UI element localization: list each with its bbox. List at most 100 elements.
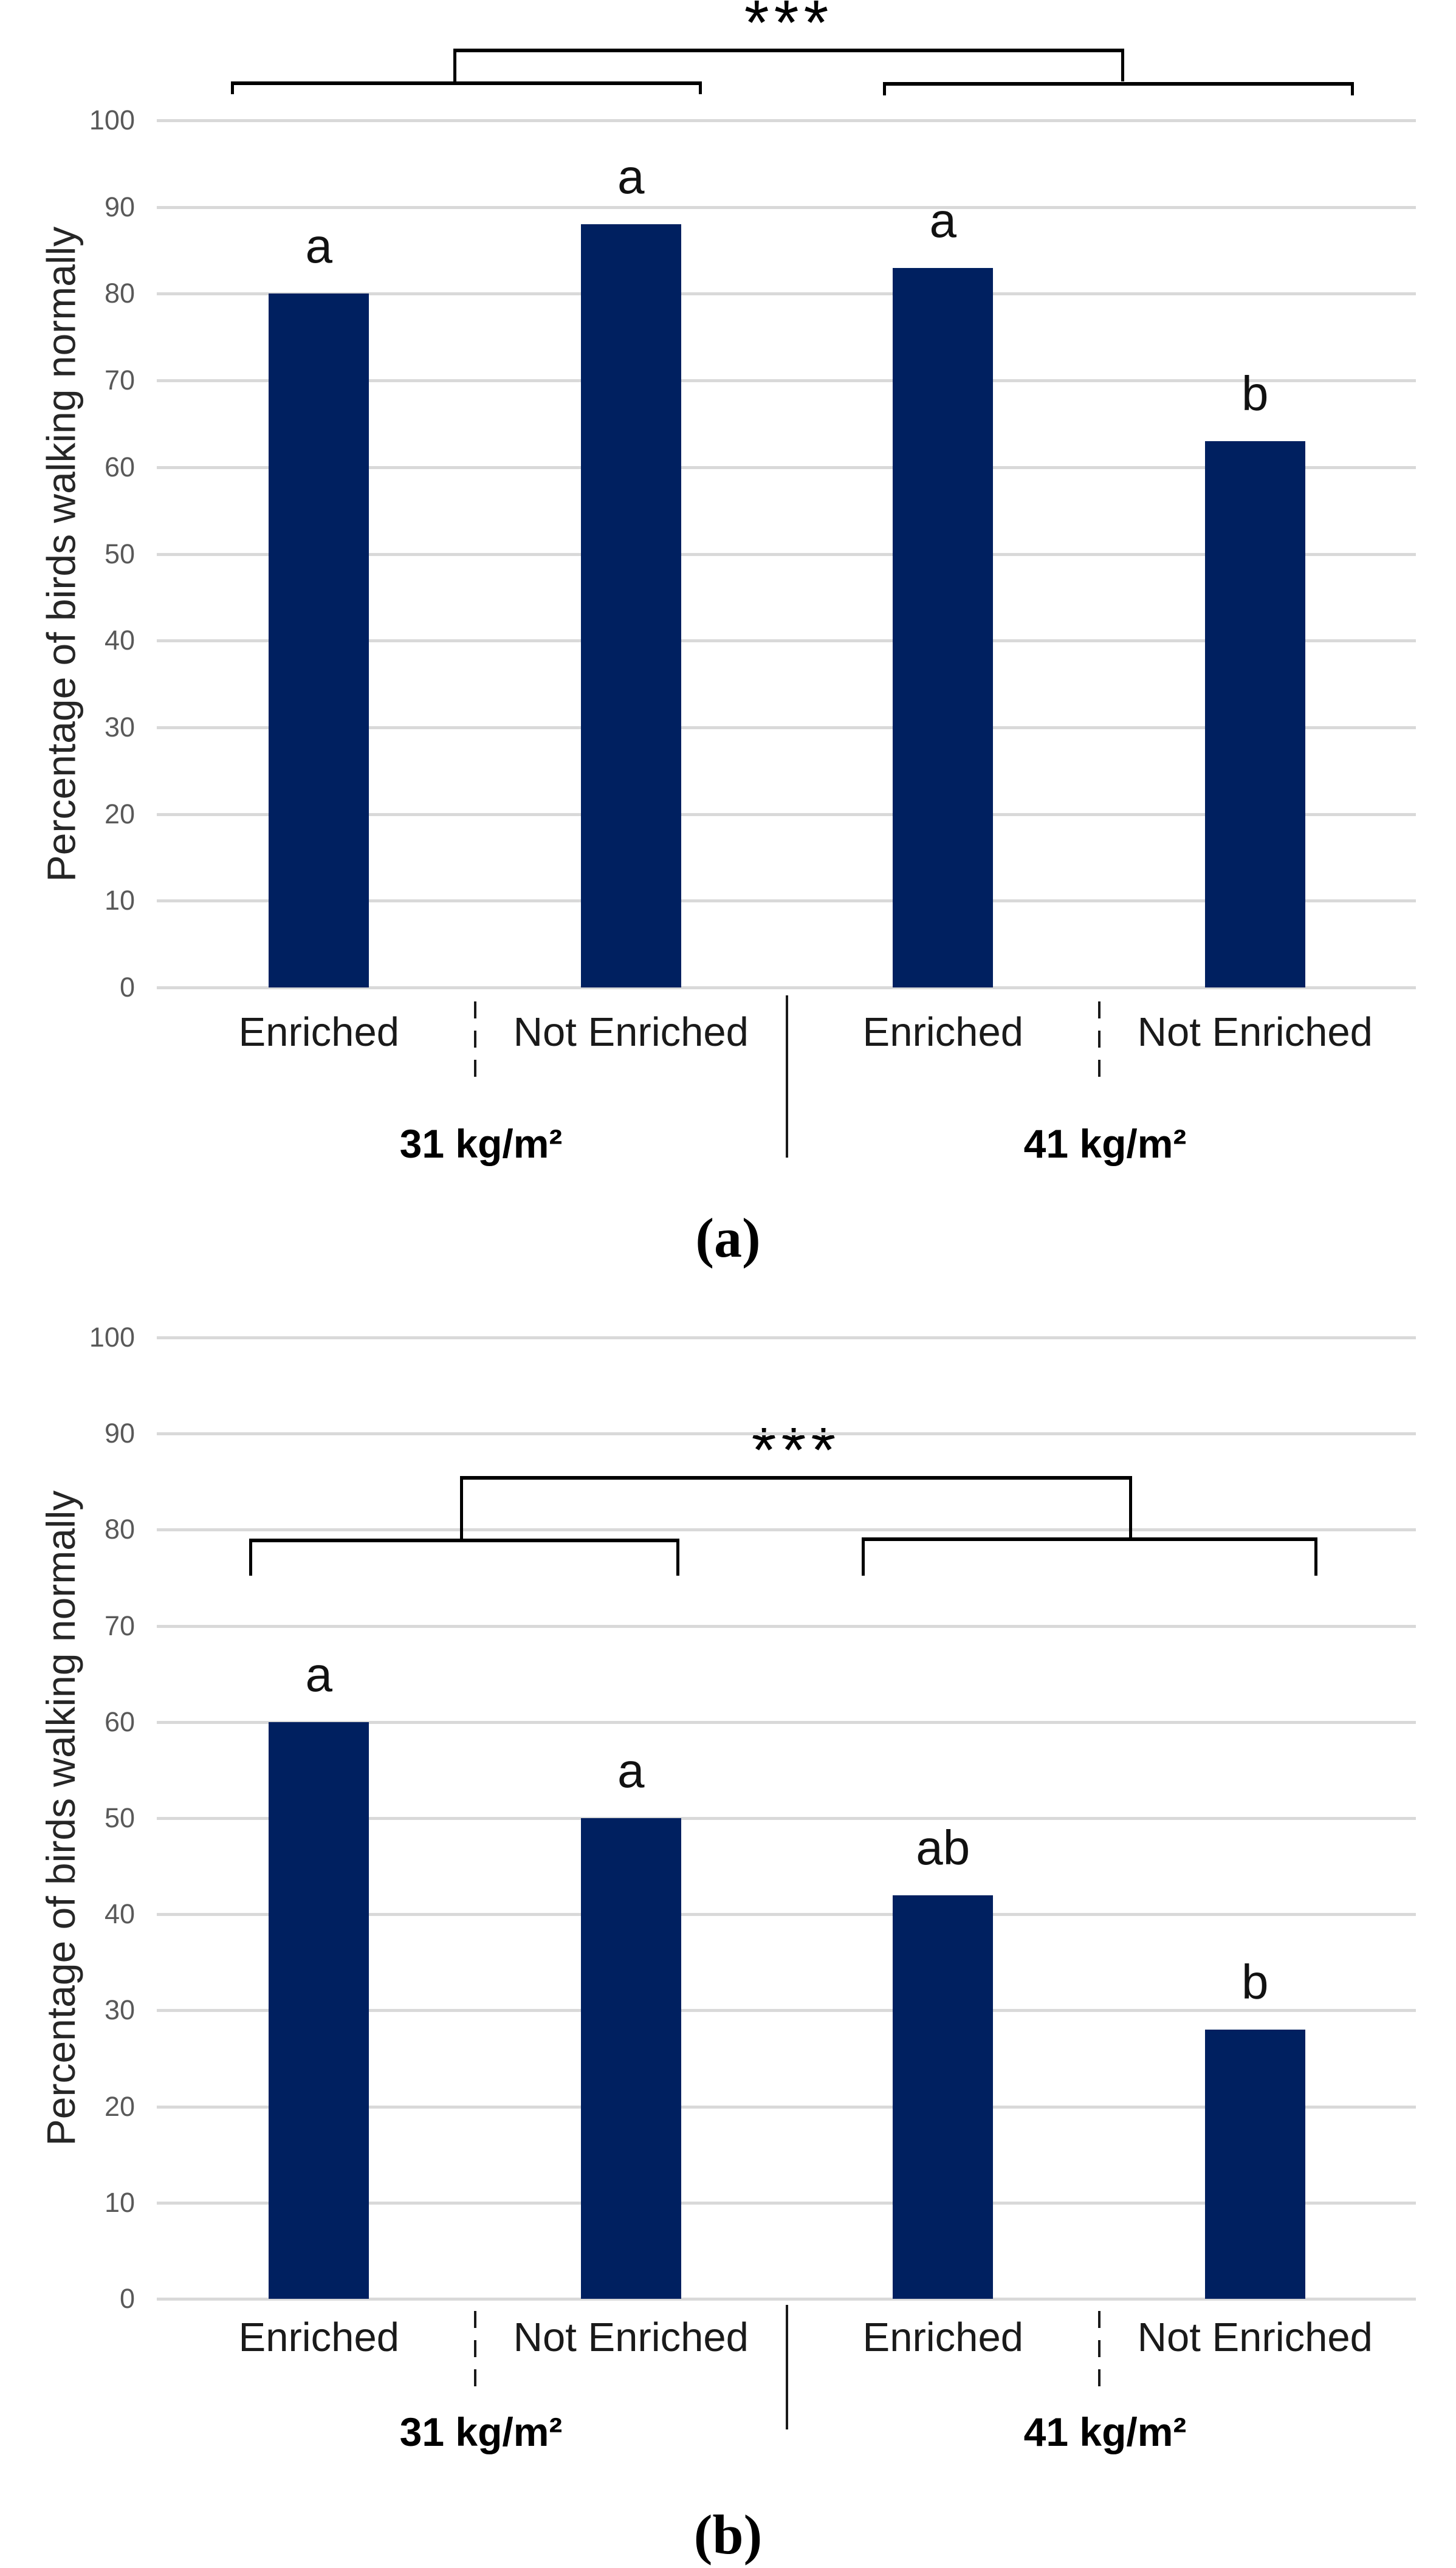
- gridline-20: [157, 2105, 1416, 2109]
- y-tick-label-10: 10: [104, 885, 135, 916]
- gridline-80: [157, 292, 1416, 296]
- comparison-bracket-bar: [453, 48, 1125, 52]
- significance-letter-2: ab: [916, 1820, 970, 1875]
- significance-letter-1: a: [617, 149, 645, 204]
- significance-letter-2: a: [929, 193, 957, 247]
- category-label-3: Not Enriched: [1137, 1009, 1373, 1055]
- gridline-90: [157, 205, 1416, 209]
- gridline-30: [157, 2009, 1416, 2013]
- group-bracket-1-bar: [883, 82, 1355, 86]
- category-label-3: Not Enriched: [1137, 2315, 1373, 2360]
- gridline-60: [157, 1720, 1416, 1724]
- significance-letter-3: b: [1241, 366, 1269, 421]
- bar-not-enriched-1: [580, 224, 681, 987]
- significance-letter-0: a: [305, 219, 333, 273]
- y-tick-label-60: 60: [104, 451, 135, 482]
- y-tick-label-20: 20: [104, 798, 135, 829]
- group-bracket-0-bar: [249, 1538, 679, 1542]
- group-bracket-0-right-tick: [676, 1538, 679, 1576]
- bar-not-enriched-3: [1204, 441, 1305, 987]
- group-bracket-1-left-tick: [862, 1537, 865, 1576]
- group-bracket-1-left-tick: [883, 82, 887, 95]
- group-bracket-1-bar: [862, 1537, 1317, 1542]
- significance-stars: ***: [744, 0, 834, 58]
- group-bracket-0-left-tick: [230, 81, 234, 95]
- gridline-80: [157, 1528, 1416, 1532]
- gridline-10: [157, 899, 1416, 903]
- y-tick-label-0: 0: [119, 972, 135, 1003]
- group-bracket-1-right-tick: [1314, 1537, 1317, 1576]
- gridline-10: [157, 2201, 1416, 2205]
- group-label: 31 kg/m²: [399, 2409, 563, 2454]
- group-bracket-0-right-tick: [698, 81, 702, 95]
- bar-enriched-0: [269, 1722, 369, 2299]
- significance-letter-1: a: [617, 1743, 645, 1797]
- y-axis-title: Percentage of birds walking normally: [38, 1490, 83, 2146]
- y-tick-label-70: 70: [104, 1610, 135, 1641]
- dashed-separator: [473, 2311, 476, 2388]
- gridline-50: [157, 1817, 1416, 1820]
- gridline-50: [157, 552, 1416, 556]
- bar-enriched-2: [893, 267, 994, 987]
- y-tick-label-30: 30: [104, 711, 135, 743]
- significance-stars: ***: [751, 1414, 841, 1486]
- category-label-1: Not Enriched: [513, 2315, 749, 2360]
- group-bracket-0-bar: [230, 81, 702, 85]
- y-tick-label-70: 70: [104, 365, 135, 396]
- gridline-70: [157, 1624, 1416, 1628]
- y-tick-label-40: 40: [104, 1898, 135, 1930]
- bar-enriched-0: [269, 294, 369, 987]
- category-label-2: Enriched: [862, 1009, 1023, 1055]
- gridline-60: [157, 465, 1416, 469]
- y-tick-label-40: 40: [104, 625, 135, 656]
- gridline-20: [157, 812, 1416, 816]
- y-tick-label-80: 80: [104, 278, 135, 309]
- y-tick-label-90: 90: [104, 191, 135, 222]
- gridline-0: [157, 986, 1416, 989]
- group-label: 41 kg/m²: [1023, 2409, 1187, 2454]
- panel-caption: (a): [695, 1207, 761, 1269]
- bar-enriched-2: [893, 1895, 994, 2299]
- gridline-100: [157, 1336, 1416, 1339]
- gridline-30: [157, 726, 1416, 729]
- y-tick-label-20: 20: [104, 2090, 135, 2122]
- y-tick-label-90: 90: [104, 1418, 135, 1449]
- group-divider-line: [786, 2305, 788, 2429]
- bar-not-enriched-1: [580, 1818, 681, 2299]
- y-tick-label-10: 10: [104, 2186, 135, 2218]
- category-label-1: Not Enriched: [513, 1009, 749, 1055]
- y-tick-label-100: 100: [89, 1322, 135, 1353]
- gridline-100: [157, 119, 1416, 122]
- panel-caption: (b): [693, 2504, 763, 2566]
- gridline-40: [157, 639, 1416, 643]
- category-label-0: Enriched: [238, 1009, 399, 1055]
- comparison-bracket-right-tick: [1128, 1475, 1132, 1539]
- y-tick-label-50: 50: [104, 1802, 135, 1833]
- y-tick-label-100: 100: [89, 105, 135, 136]
- gridline-40: [157, 1913, 1416, 1917]
- y-tick-label-50: 50: [104, 538, 135, 569]
- dashed-separator: [1097, 1001, 1101, 1079]
- comparison-bracket-left-tick: [453, 48, 457, 81]
- group-divider-line: [786, 995, 788, 1158]
- group-label: 31 kg/m²: [399, 1121, 563, 1166]
- group-bracket-1-right-tick: [1351, 82, 1355, 95]
- comparison-bracket-bar: [459, 1475, 1132, 1480]
- comparison-bracket-right-tick: [1121, 48, 1125, 81]
- bar-not-enriched-3: [1204, 2030, 1305, 2299]
- significance-letter-0: a: [305, 1647, 333, 1701]
- y-tick-label-0: 0: [119, 2283, 135, 2314]
- y-tick-label-60: 60: [104, 1706, 135, 1737]
- comparison-bracket-left-tick: [459, 1475, 463, 1539]
- y-axis-title: Percentage of birds walking normally: [38, 226, 83, 882]
- y-tick-label-30: 30: [104, 1994, 135, 2026]
- gridline-0: [157, 2298, 1416, 2301]
- significance-letter-3: b: [1241, 1955, 1269, 2010]
- group-bracket-0-left-tick: [249, 1538, 253, 1576]
- group-label: 41 kg/m²: [1023, 1121, 1187, 1166]
- gridline-70: [157, 379, 1416, 383]
- dashed-separator: [1097, 2311, 1101, 2388]
